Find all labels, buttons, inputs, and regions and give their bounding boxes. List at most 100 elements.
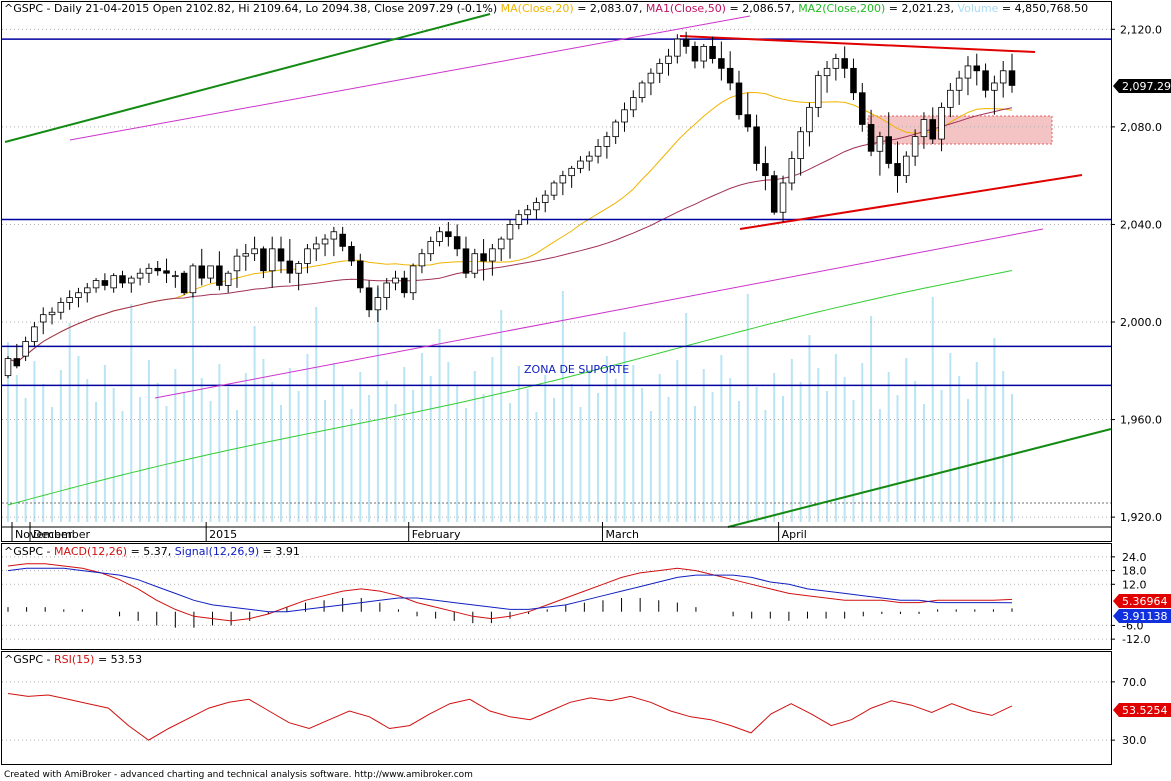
candle-body (357, 260, 364, 289)
candle (506, 219, 514, 259)
candle-body (66, 297, 73, 303)
candle (797, 126, 804, 176)
candle (251, 236, 258, 262)
volume-bar (834, 354, 837, 522)
rsi-tick-label: 70.0 (1122, 676, 1147, 689)
volume-bar (156, 383, 159, 522)
volume-bar (341, 386, 344, 522)
candle-body (216, 265, 223, 286)
candle (973, 53, 981, 86)
header-ma1-value: = 2,086.57 (729, 2, 791, 15)
volume-bar (103, 365, 106, 522)
header-vol-label: Volume (957, 2, 998, 15)
candle-body (242, 253, 250, 257)
candle (559, 170, 567, 196)
candle (726, 51, 734, 91)
candle-body (22, 341, 29, 357)
volume-bar (86, 379, 89, 522)
candle (189, 263, 197, 298)
footer-credit: Created with AmiBroker - advanced charti… (4, 770, 473, 780)
volume-bar (544, 375, 547, 522)
candle-body (374, 297, 382, 311)
candle-body (75, 292, 82, 299)
volume-bar (280, 405, 283, 522)
candle-body (418, 253, 426, 267)
volume-bar (68, 323, 71, 522)
header-close-label: Close (374, 2, 404, 15)
candle-body (832, 58, 840, 69)
candle (13, 343, 21, 369)
candle-body (885, 136, 892, 164)
candle-body (674, 38, 681, 57)
price-tick-label: 2,000.0 (1120, 316, 1162, 329)
candle (700, 43, 708, 69)
candle (128, 275, 135, 293)
volume-bar (993, 338, 996, 522)
candle-body (718, 58, 725, 69)
x-axis-label: December (33, 528, 91, 541)
candle (885, 112, 892, 169)
volume-bar (711, 392, 714, 522)
candle (938, 102, 945, 152)
candle-body (603, 136, 611, 147)
candle (462, 236, 470, 279)
candle (480, 239, 487, 281)
candle (638, 80, 646, 103)
candle-body (594, 145, 602, 157)
volume-bar (720, 355, 723, 522)
candle (999, 61, 1007, 98)
candle-body (31, 326, 38, 342)
candle (841, 46, 848, 79)
candle (286, 239, 294, 283)
candle (304, 243, 311, 274)
candle (568, 165, 575, 188)
header-open: 2102.82 (186, 2, 232, 15)
volume-bar (852, 400, 855, 522)
candle (119, 270, 126, 288)
volume-bar (447, 362, 450, 522)
candle (709, 36, 716, 64)
volume-bar (77, 356, 80, 522)
candle-body (999, 70, 1007, 84)
candle (665, 48, 672, 76)
volume-bar (623, 332, 626, 522)
candle-body (903, 155, 910, 177)
macd-line (7, 563, 1013, 622)
volume-bar (147, 360, 150, 522)
candle (57, 297, 65, 320)
candle-body (691, 45, 699, 62)
candle (453, 224, 461, 257)
candle-body (788, 158, 796, 184)
volume-bar (306, 354, 309, 522)
candle (392, 270, 399, 291)
candle (621, 102, 628, 132)
candle (445, 222, 452, 247)
volume-bar (359, 372, 362, 522)
candle-body (973, 65, 981, 72)
x-axis-label: February (412, 528, 461, 541)
candle-body (1008, 70, 1016, 86)
volume-bar (412, 390, 415, 522)
volume-bar (473, 371, 476, 522)
volume-bar (95, 402, 98, 522)
candle-body (251, 248, 258, 255)
channel-upper-line (69, 15, 751, 141)
header-hi: 2109.64 (253, 2, 299, 15)
candle-body (682, 38, 690, 47)
volume-bar (385, 381, 388, 522)
volume-bar (799, 382, 802, 522)
candle-body (497, 238, 505, 250)
candle (867, 109, 875, 157)
candle-body (286, 260, 294, 274)
candle-body (365, 287, 373, 311)
volume-bar (235, 410, 238, 522)
candle (991, 75, 998, 115)
candle (489, 243, 496, 276)
candle (365, 280, 373, 318)
candle (577, 156, 584, 174)
candle (31, 322, 38, 347)
volume-bar (605, 356, 608, 522)
candle (647, 68, 655, 96)
rsi-header-value: = 53.53 (98, 653, 142, 666)
candle (718, 41, 725, 81)
